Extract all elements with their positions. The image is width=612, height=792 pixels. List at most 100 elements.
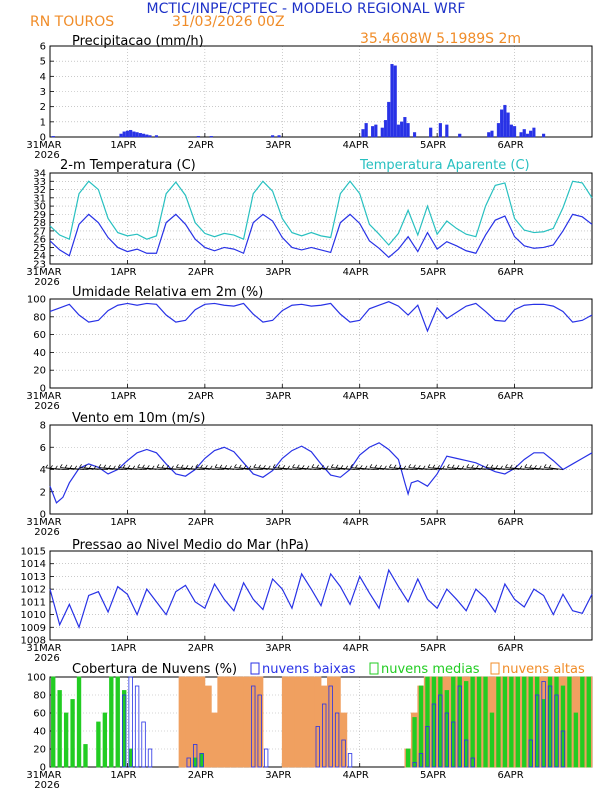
cloud-low-bar [128,676,133,768]
precip-ytick-label: 2 [40,102,46,113]
cloud-mid-bar [51,676,56,768]
wind-barb-tick [166,465,169,469]
wind-barb-tick [146,465,150,469]
cloud-mid-bar [496,676,501,768]
wind-barb-tick [79,464,82,468]
pressure-xtick-label: 31MAR [26,643,61,654]
cloud-mid-bar [128,748,133,768]
cloud-high-bar [301,676,309,768]
humidity-ytick-label: 20 [33,366,46,377]
temp-ytick-label: 27 [33,226,46,237]
wind-ytick-label: 8 [40,421,46,432]
precip-bar [125,130,129,138]
precip-bar [506,112,510,138]
cloud-year-label: 2026 [34,780,59,791]
wind-barb [403,468,418,470]
wind-barb-tick [272,464,276,468]
legend-low-label: nuvens baixas [262,662,356,677]
wind-barb-tick [301,465,305,469]
cloud-high-bar [185,676,193,768]
wind-barb-tick [345,465,349,470]
precip-bar [496,123,501,138]
precip-bar [138,133,142,138]
cloud-mid-bar [83,744,88,768]
wind-xtick-label: 31MAR [26,517,61,528]
wind-barb [442,468,457,470]
wind-barb-tick [447,464,450,468]
wind-barb-tick [113,465,116,470]
precip-bar [519,132,523,138]
wind-barb-tick [321,465,324,469]
cloud-high-bar [236,676,244,768]
wind-barb [306,468,322,470]
wind-barb-tick [64,464,68,469]
precip-bar [490,130,494,138]
wind-barb [365,468,380,470]
cloud-low-bar [199,753,204,768]
humidity-xtick-label: 1APR [110,391,136,402]
cloud-low-bar [470,757,475,768]
wind-barb-tick [306,465,310,470]
pressure-xtick-label: 1APR [110,643,136,654]
precip-bar [503,104,507,138]
wind-barb [461,468,476,470]
wind-barb-tick [103,464,107,469]
cloud-high-bar [230,676,238,768]
precip-bar [396,124,400,138]
wind-barb [287,468,302,470]
cloud-low-bar [534,694,540,768]
legend-low-swatch [250,662,260,675]
wind-barb-tick [122,464,126,469]
pressure-title: Pressao ao Nivel Medio do Mar (hPa) [72,538,309,553]
cloud-xtick-label: 4APR [343,770,369,781]
precip-bar [445,124,449,138]
wind-barb-tick [137,464,140,468]
cloud-title: Cobertura de Nuvens (%) [72,662,237,677]
cloud-low-bar [444,712,449,768]
cloud-low-bar [438,694,443,768]
temp-ytick-label: 33 [33,177,46,188]
wind-barb-tick [509,464,513,469]
cloud-low-bar [347,753,353,768]
humidity-ytick-label: 80 [33,312,46,323]
wind-barb-tick [408,464,411,468]
cloud-mid-bar [522,676,527,768]
cloud-low-bar [257,694,262,768]
precip-bar [51,136,55,138]
cloud-high-bar [217,676,225,768]
wind-barb-tick [98,464,102,468]
wind-barb [210,468,225,470]
humidity-ytick-label: 40 [33,348,46,359]
cloud-xtick-label: 5APR [420,770,446,781]
humidity-xtick-label: 4APR [343,391,369,402]
precip-xtick-label: 2APR [188,140,214,151]
wind-barb-tick [292,464,295,468]
cloud-mid-bar [122,690,127,768]
precip-xtick-label: 31MAR [26,140,61,151]
wind-barb-tick [403,465,407,470]
wind-barb-tick [311,464,315,468]
precip-bar [542,133,546,138]
cloud-low-bar [554,694,559,768]
wind-barb [171,468,186,470]
humidity-xtick-label: 5APR [420,391,446,402]
wind-barb [326,468,341,470]
wind-barb-tick [195,464,199,468]
wind-barb [113,468,128,470]
precip-xtick-label: 3APR [265,140,291,151]
precip-bar [438,123,442,138]
precip-bar [119,133,123,138]
pressure-ytick-label: 1015 [21,547,46,558]
apparent-temp-legend: Temperatura Aparente (C) [359,158,530,173]
wind-xtick-label: 5APR [420,517,446,528]
precip-bar [390,63,394,138]
precip-bar [500,109,504,138]
wind-barb-tick [490,464,494,469]
cloud-low-bar [328,685,333,768]
precip-bar [364,123,368,138]
wind-barb-tick [88,465,92,469]
cloud-low-bar [147,748,153,768]
wind-barb-tick [238,464,242,469]
cloud-mid-bar [96,721,101,768]
